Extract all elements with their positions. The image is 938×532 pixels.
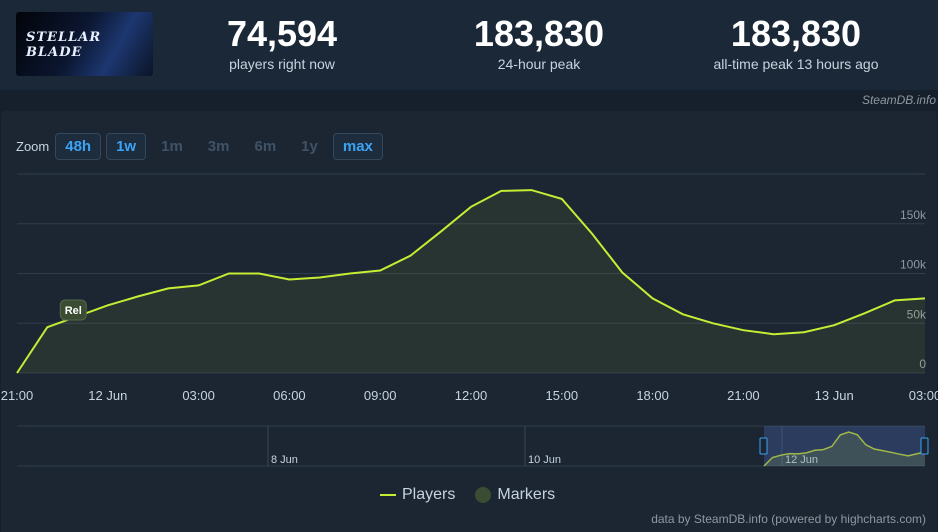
zoom-controls: Zoom 48h 1w 1m 3m 6m 1y max bbox=[16, 133, 388, 160]
stat-value: 74,594 bbox=[226, 13, 338, 54]
game-logo: STELLAR BLADE bbox=[26, 30, 102, 60]
x-tick-label: 18:00 bbox=[636, 388, 669, 403]
stat-label: players right now bbox=[229, 56, 335, 72]
zoom-1w-button[interactable]: 1w bbox=[106, 133, 147, 160]
zoom-max-button[interactable]: max bbox=[332, 133, 383, 160]
navigator-handle-left bbox=[759, 437, 768, 455]
markers-legend-swatch bbox=[475, 487, 492, 503]
zoom-48h-button[interactable]: 48h bbox=[55, 133, 102, 160]
navigator-area bbox=[764, 432, 925, 466]
x-tick-label: 13 Jun bbox=[815, 388, 854, 403]
stat-all-time-peak: 183,830 all-time peak 13 hours ago bbox=[686, 13, 906, 73]
stat-current-players: 74,594 players right now bbox=[172, 13, 392, 73]
zoom-1m-button[interactable]: 1m bbox=[161, 138, 183, 155]
highcharts-credit[interactable]: data by SteamDB.info (powered by highcha… bbox=[651, 512, 926, 526]
navigator-tick-label: 10 Jun bbox=[528, 454, 561, 466]
navigator-tick-label: 12 Jun bbox=[785, 454, 818, 466]
players-legend-swatch bbox=[380, 494, 396, 496]
stat-value: 183,830 bbox=[730, 13, 862, 54]
release-marker-label: Rel bbox=[65, 305, 82, 317]
x-tick-label: 21:00 bbox=[1, 388, 34, 403]
x-tick-label: 12:00 bbox=[455, 388, 488, 403]
x-tick-label: 03:00 bbox=[909, 388, 938, 403]
stat-24h-peak: 183,830 24-hour peak bbox=[429, 13, 649, 73]
y-tick-label: 100k bbox=[900, 258, 927, 272]
navigator-line bbox=[763, 431, 926, 467]
stat-label: 24-hour peak bbox=[497, 56, 581, 72]
zoom-1y-button[interactable]: 1y bbox=[301, 138, 318, 155]
x-tick-label: 12 Jun bbox=[88, 388, 127, 403]
x-tick-label: 06:00 bbox=[273, 388, 306, 403]
stats-bar: STELLAR BLADE 74,594 players right now 1… bbox=[0, 0, 938, 90]
release-marker bbox=[59, 299, 87, 321]
zoom-6m-button[interactable]: 6m bbox=[254, 138, 277, 155]
chart-legend: Players Markers bbox=[380, 486, 555, 504]
game-thumbnail[interactable]: STELLAR BLADE bbox=[16, 12, 153, 76]
navigator-tick-label: 8 Jun bbox=[271, 454, 298, 466]
zoom-3m-button[interactable]: 3m bbox=[207, 138, 230, 155]
y-tick-label: 0 bbox=[919, 357, 926, 371]
x-tick-label: 15:00 bbox=[546, 388, 579, 403]
steamdb-credit[interactable]: SteamDB.info bbox=[861, 93, 936, 107]
navigator-handle-right bbox=[920, 437, 929, 455]
y-tick-label: 150k bbox=[900, 208, 927, 222]
x-tick-label: 03:00 bbox=[182, 388, 215, 403]
chart-panel bbox=[1, 111, 937, 532]
x-tick-label: 21:00 bbox=[727, 388, 760, 403]
legend-markers[interactable]: Markers bbox=[497, 486, 556, 503]
y-tick-label: 50k bbox=[907, 307, 927, 321]
players-area bbox=[17, 190, 925, 373]
stat-value: 183,830 bbox=[473, 13, 605, 54]
legend-players[interactable]: Players bbox=[402, 486, 456, 503]
stat-label: all-time peak 13 hours ago bbox=[713, 56, 879, 72]
x-tick-label: 09:00 bbox=[364, 388, 397, 403]
zoom-label: Zoom bbox=[16, 139, 50, 154]
players-line bbox=[16, 189, 926, 374]
